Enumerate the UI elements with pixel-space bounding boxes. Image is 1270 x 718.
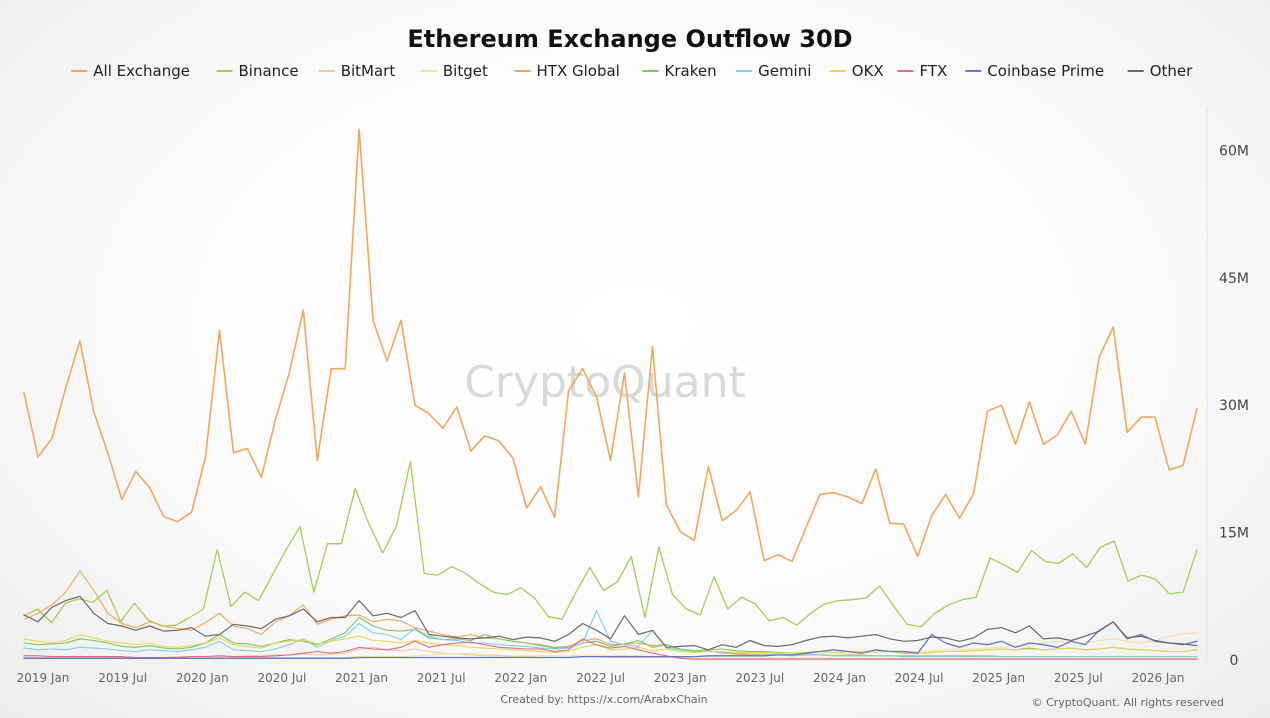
series-line-8[interactable] bbox=[23, 638, 1198, 660]
series-line-6[interactable] bbox=[23, 610, 1198, 658]
watermark: CryptoQuant bbox=[464, 357, 746, 408]
y-tick-label: 0 bbox=[1230, 653, 1239, 669]
x-tick-label: 2020 Jan bbox=[176, 671, 229, 685]
series-line-7[interactable] bbox=[23, 633, 1198, 654]
legend-label: Bitget bbox=[443, 62, 488, 80]
legend-label: HTX Global bbox=[537, 62, 620, 80]
legend-item-10[interactable]: Other bbox=[1127, 62, 1193, 80]
chart-title: Ethereum Exchange Outflow 30D bbox=[407, 25, 852, 53]
x-tick-label: 2024 Jul bbox=[895, 671, 944, 685]
x-tick-label: 2020 Jul bbox=[258, 671, 307, 685]
series-line-10[interactable] bbox=[23, 595, 1198, 651]
legend-item-6[interactable]: Gemini bbox=[736, 62, 811, 80]
legend-label: Binance bbox=[239, 62, 299, 80]
legend: All Exchange Binance BitMart Bitget HTX Glob… bbox=[71, 62, 1193, 80]
copyright-notice: © CryptoQuant. All rights reserved bbox=[1032, 696, 1224, 709]
legend-item-8[interactable]: FTX bbox=[897, 62, 948, 80]
legend-item-1[interactable]: Binance bbox=[216, 62, 299, 80]
legend-label: All Exchange bbox=[93, 62, 190, 80]
y-axis: 0 15M 30M 45M 60M bbox=[1219, 143, 1249, 669]
legend-item-9[interactable]: Coinbase Prime bbox=[965, 62, 1104, 80]
x-tick-label: 2025 Jul bbox=[1054, 671, 1103, 685]
x-tick-label: 2026 Jan bbox=[1132, 671, 1185, 685]
x-tick-label: 2019 Jan bbox=[17, 671, 70, 685]
x-tick-label: 2022 Jan bbox=[494, 671, 547, 685]
legend-label: Coinbase Prime bbox=[987, 62, 1104, 80]
created-by-credit: Created by: https://x.com/ArabxChain bbox=[500, 693, 707, 706]
series-line-0[interactable] bbox=[23, 128, 1198, 563]
y-tick-label: 30M bbox=[1219, 398, 1249, 414]
series-line-3[interactable] bbox=[23, 632, 1198, 659]
legend-item-7[interactable]: OKX bbox=[829, 62, 884, 80]
y-tick-label: 60M bbox=[1219, 143, 1249, 159]
x-tick-label: 2023 Jan bbox=[654, 671, 707, 685]
x-tick-label: 2025 Jan bbox=[972, 671, 1025, 685]
series-line-1[interactable] bbox=[23, 460, 1198, 628]
x-tick-label: 2023 Jul bbox=[735, 671, 784, 685]
legend-label: FTX bbox=[920, 62, 948, 80]
series-line-9[interactable] bbox=[23, 621, 1198, 659]
x-tick-label: 2021 Jul bbox=[417, 671, 466, 685]
legend-item-5[interactable]: Kraken bbox=[642, 62, 717, 80]
x-tick-label: 2022 Jul bbox=[576, 671, 625, 685]
x-tick-label: 2019 Jul bbox=[98, 671, 147, 685]
legend-label: OKX bbox=[852, 62, 884, 80]
legend-label: Kraken bbox=[665, 62, 717, 80]
legend-label: Gemini bbox=[758, 62, 811, 80]
x-axis: 2019 Jan 2019 Jul 2020 Jan 2020 Jul 2021 Jan… bbox=[17, 671, 1185, 685]
legend-item-3[interactable]: Bitget bbox=[420, 62, 488, 80]
y-tick-label: 15M bbox=[1219, 526, 1249, 542]
legend-label: Other bbox=[1150, 62, 1193, 80]
x-tick-label: 2021 Jan bbox=[335, 671, 388, 685]
series-line-2[interactable] bbox=[23, 646, 1198, 659]
x-tick-label: 2024 Jan bbox=[813, 671, 866, 685]
series-layer bbox=[23, 128, 1198, 660]
y-tick-label: 45M bbox=[1219, 271, 1249, 287]
legend-item-4[interactable]: HTX Global bbox=[514, 62, 620, 80]
legend-item-0[interactable]: All Exchange bbox=[71, 62, 190, 80]
legend-label: BitMart bbox=[341, 62, 396, 80]
legend-item-2[interactable]: BitMart bbox=[318, 62, 396, 80]
